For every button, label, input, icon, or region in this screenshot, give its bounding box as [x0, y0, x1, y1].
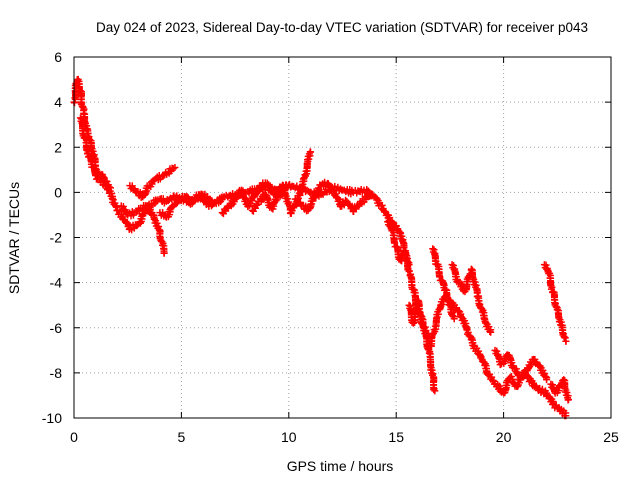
x-tick-label: 15	[388, 429, 404, 445]
x-tick-label: 5	[178, 429, 186, 445]
data-point-branch-mid-4	[342, 196, 350, 204]
y-tick-label: -2	[50, 230, 63, 246]
data-point-branch-early	[107, 184, 115, 192]
data-point-main	[109, 196, 117, 204]
x-axis-label: GPS time / hours	[287, 458, 394, 474]
data-point-branch-early	[105, 183, 113, 191]
data-point-branch-late-4	[467, 265, 475, 273]
data-point-branch-mid-3	[272, 197, 280, 205]
y-tick-label: -4	[50, 275, 63, 291]
tick-labels: 0 5 10 15 20 25 -10 -8 -6 -4 -2 0 2 4 6	[42, 49, 619, 445]
data-point-branch-early	[88, 160, 96, 168]
data-point-branch-lower-1	[160, 249, 168, 257]
data-point-branch-late-2	[431, 387, 439, 395]
y-tick-label: 6	[54, 49, 62, 65]
y-tick-label: 4	[54, 94, 62, 110]
data-point-branch-late-3	[450, 315, 458, 323]
data-point-branch-late-5	[543, 376, 551, 384]
y-tick-label: 0	[54, 184, 62, 200]
y-tick-label: -10	[42, 410, 62, 426]
data-point-branch-lower-1	[153, 219, 161, 227]
x-tick-label: 10	[281, 429, 297, 445]
data-point-main	[488, 373, 496, 381]
data-point-branch-late-3	[442, 285, 450, 293]
data-point-branch-mid-2	[283, 182, 291, 190]
x-tick-label: 20	[496, 429, 512, 445]
x-tick-label: 25	[603, 429, 619, 445]
y-axis-label: SDTVAR / TECUs	[6, 182, 22, 294]
data-point-branch-late-6	[562, 337, 570, 345]
data-point-branch-late-4	[487, 328, 495, 336]
data-point-branch-mid-4	[333, 194, 341, 202]
data-point-branch-late-1	[405, 261, 413, 269]
data-point-branch-late-6	[553, 306, 561, 314]
data-points	[70, 75, 572, 420]
data-point-branch-mid-3	[306, 148, 314, 156]
data-point-branch-early	[89, 164, 97, 172]
x-tick-label: 0	[70, 429, 78, 445]
data-point-branch-mid-2	[248, 197, 256, 205]
y-tick-label: -8	[50, 365, 63, 381]
chart-title: Day 024 of 2023, Sidereal Day-to-day VTE…	[96, 20, 588, 35]
data-point-branch-upper-1	[171, 164, 179, 172]
data-point-branch-mid-1	[207, 202, 215, 210]
data-point-branch-mid-4	[315, 185, 323, 193]
data-point-branch-mid-4	[369, 191, 377, 199]
y-tick-label: -6	[50, 320, 63, 336]
data-point-branch-late-4	[448, 261, 456, 269]
y-tick-label: 2	[54, 139, 62, 155]
plot-frame	[73, 56, 612, 419]
data-point-branch-late-2	[418, 315, 426, 323]
data-point-main	[464, 328, 472, 336]
data-point-main	[80, 109, 88, 117]
data-point-branch-late-7	[560, 376, 568, 384]
data-point-branch-late-7	[564, 396, 572, 404]
